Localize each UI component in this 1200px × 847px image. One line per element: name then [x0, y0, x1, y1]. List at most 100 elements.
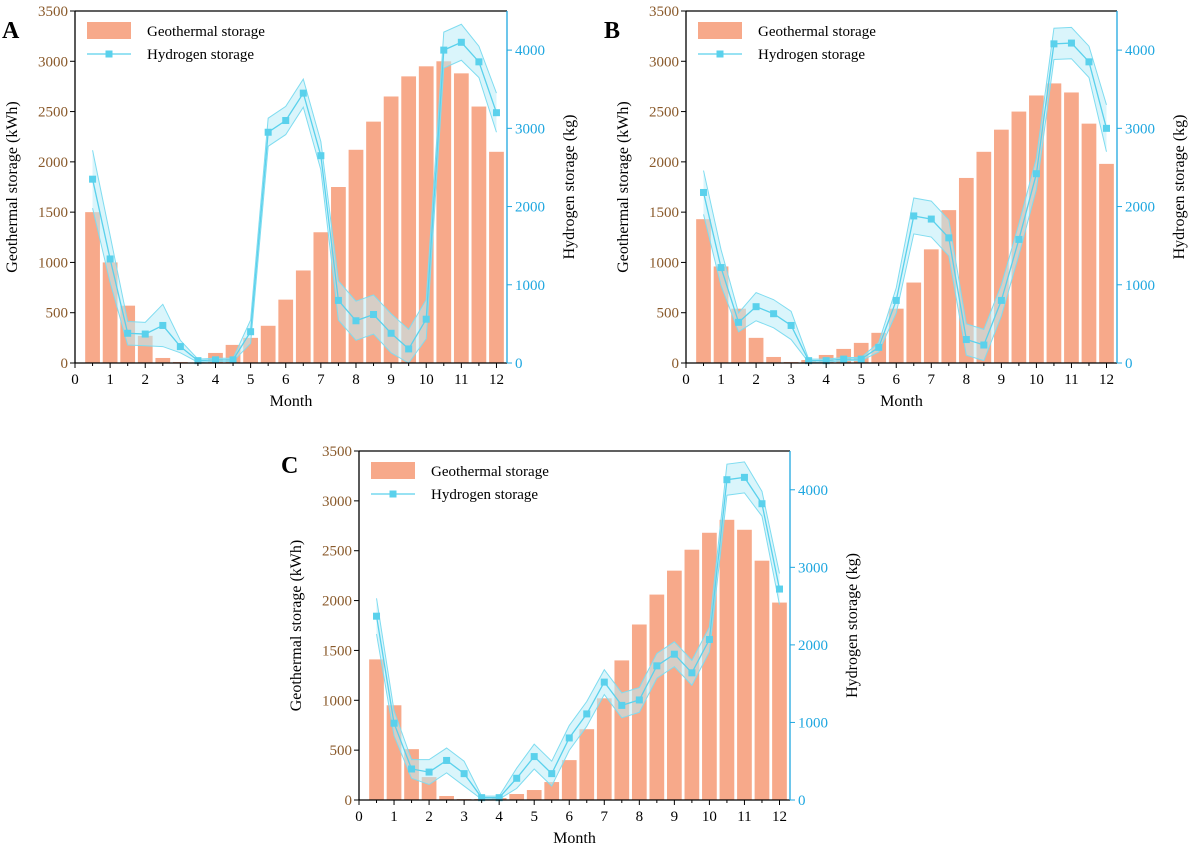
left-axis-title: Geothermal storage (kWh)	[288, 540, 305, 711]
x-tick-label: 7	[601, 809, 609, 825]
right-tick-label: 4000	[515, 43, 545, 59]
hydrogen-point	[822, 357, 830, 365]
hydrogen-point	[425, 768, 433, 776]
hydrogen-point	[740, 473, 748, 481]
left-tick-label: 1000	[649, 255, 679, 271]
x-tick-label: 2	[752, 372, 760, 388]
right-tick-label: 2000	[798, 638, 828, 654]
right-tick-label: 1000	[515, 278, 545, 294]
hydrogen-point	[176, 343, 184, 351]
legend: Geothermal storage Hydrogen storage	[698, 22, 876, 63]
right-axis-title: Hydrogen storage (kg)	[561, 115, 578, 260]
hydrogen-point	[106, 255, 114, 263]
geothermal-bar	[278, 299, 294, 363]
x-tick-label: 11	[454, 372, 468, 388]
legend-swatch-hydrogen-marker	[105, 50, 113, 58]
left-tick-label: 3000	[649, 54, 679, 70]
x-tick-label: 9	[998, 372, 1006, 388]
hydrogen-point	[387, 329, 395, 337]
legend-swatch-hydrogen-marker	[389, 490, 397, 498]
hydrogen-point	[892, 296, 900, 304]
hydrogen-point	[945, 234, 953, 242]
left-axis-title: Geothermal storage (kWh)	[615, 101, 632, 272]
hydrogen-point	[717, 264, 725, 272]
geothermal-bar	[1064, 92, 1079, 363]
geothermal-bar	[696, 219, 711, 363]
right-axis-title: Hydrogen storage (kg)	[1171, 115, 1188, 260]
x-tick-label: 0	[355, 809, 363, 825]
x-tick-label: 12	[489, 372, 504, 388]
left-tick-label: 0	[61, 356, 69, 372]
x-tick-label: 6	[565, 809, 573, 825]
left-tick-label: 2000	[38, 155, 68, 171]
hydrogen-point	[443, 756, 451, 764]
geothermal-bar	[702, 532, 717, 800]
hydrogen-point	[495, 794, 503, 802]
hydrogen-point	[513, 774, 521, 782]
right-tick-label: 4000	[1125, 43, 1155, 59]
right-tick-label: 3000	[1125, 121, 1155, 137]
left-tick-label: 1000	[38, 255, 68, 271]
geothermal-bar	[544, 782, 560, 800]
x-tick-label: 3	[177, 372, 185, 388]
x-tick-label: 8	[636, 809, 644, 825]
hydrogen-point	[705, 635, 713, 643]
hydrogen-point	[457, 38, 465, 46]
right-tick-label: 0	[1125, 356, 1133, 372]
right-tick-label: 0	[515, 356, 523, 372]
geothermal-bar	[401, 76, 417, 363]
x-tick-label: 3	[460, 809, 468, 825]
legend-swatch-geothermal	[371, 462, 415, 479]
hydrogen-point	[688, 669, 696, 677]
hydrogen-point	[89, 175, 97, 183]
hydrogen-point	[840, 355, 848, 363]
hydrogen-point	[805, 357, 813, 365]
right-axis-title: Hydrogen storage (kg)	[844, 553, 861, 698]
legend-label-geothermal: Geothermal storage	[758, 24, 876, 40]
left-tick-label: 3500	[322, 444, 352, 460]
hydrogen-point	[390, 719, 398, 727]
x-tick-label: 10	[702, 809, 717, 825]
hydrogen-line	[91, 41, 498, 362]
geothermal-bar	[1081, 123, 1097, 363]
right-tick-label: 1000	[798, 715, 828, 731]
hydrogen-point	[1032, 170, 1040, 178]
left-tick-label: 3000	[38, 54, 68, 70]
x-tick-label: 12	[1099, 372, 1114, 388]
hydrogen-point	[124, 329, 132, 337]
hydrogen-point	[211, 356, 219, 364]
geothermal-bar	[439, 796, 454, 800]
legend-label-hydrogen: Hydrogen storage	[147, 47, 254, 63]
hydrogen-point	[770, 310, 778, 318]
hydrogen-point	[618, 701, 626, 709]
hydrogen-point	[980, 341, 988, 349]
hydrogen-point	[440, 46, 448, 54]
x-tick-label: 1	[717, 372, 725, 388]
hydrogen-point	[670, 650, 678, 658]
right-tick-label: 3000	[798, 560, 828, 576]
x-tick-label: 5	[247, 372, 255, 388]
hydrogen-point	[194, 357, 202, 365]
hydrogen-point	[1085, 58, 1093, 66]
hydrogen-point	[229, 356, 237, 364]
right-tick-label: 4000	[798, 483, 828, 499]
geothermal-bar	[471, 106, 487, 364]
geothermal-bar	[489, 151, 504, 363]
geothermal-bar	[313, 232, 329, 363]
hydrogen-point	[927, 215, 935, 223]
x-tick-label: 0	[71, 372, 79, 388]
hydrogen-point	[299, 89, 307, 97]
hydrogen-point	[317, 152, 325, 160]
hydrogen-point	[405, 345, 413, 353]
left-tick-label: 0	[345, 793, 353, 809]
hydrogen-point	[910, 212, 918, 220]
geothermal-bar	[526, 790, 542, 800]
hydrogen-point	[492, 109, 500, 117]
x-tick-label: 6	[892, 372, 900, 388]
hydrogen-point	[775, 585, 783, 593]
left-tick-label: 1500	[322, 643, 352, 659]
hydrogen-point	[997, 296, 1005, 304]
hydrogen-point	[1015, 235, 1023, 243]
geothermal-bar	[906, 282, 922, 363]
